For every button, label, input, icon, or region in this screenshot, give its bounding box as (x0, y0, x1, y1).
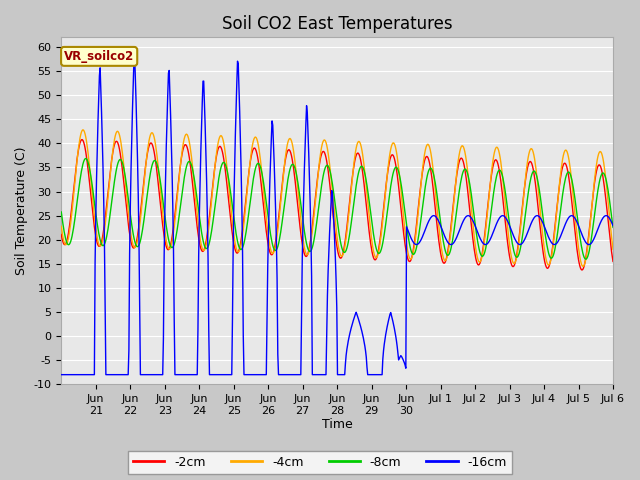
Text: VR_soilco2: VR_soilco2 (64, 50, 134, 63)
Legend: -2cm, -4cm, -8cm, -16cm: -2cm, -4cm, -8cm, -16cm (128, 451, 512, 474)
Y-axis label: Soil Temperature (C): Soil Temperature (C) (15, 146, 28, 275)
Title: Soil CO2 East Temperatures: Soil CO2 East Temperatures (222, 15, 452, 33)
X-axis label: Time: Time (322, 419, 353, 432)
